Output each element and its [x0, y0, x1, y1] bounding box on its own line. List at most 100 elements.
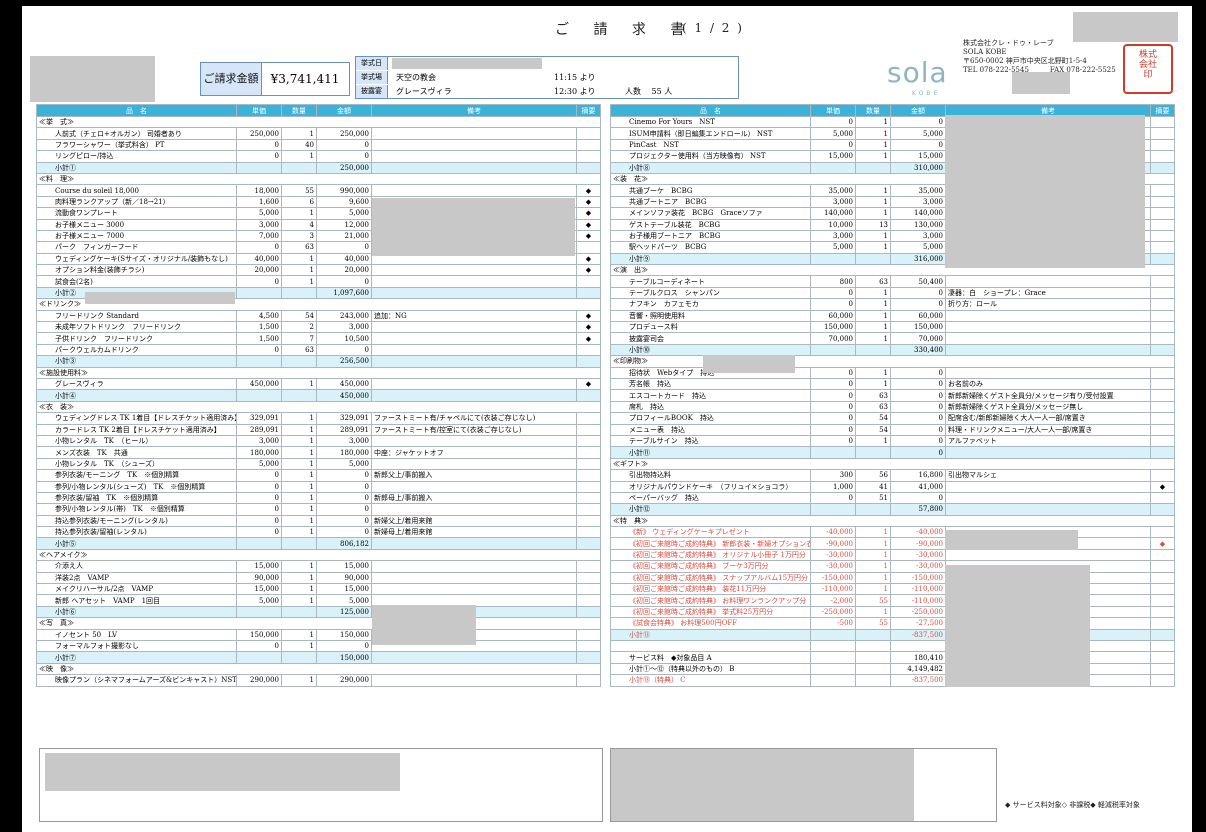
table-row: ウェディングドレス TK 1着目【ドレスチケット適用済み】 329,091 1 329… — [36, 412, 601, 425]
table-cell: 0 — [236, 503, 282, 516]
table-cell — [576, 138, 601, 152]
table-cell — [810, 446, 856, 459]
table-cell — [855, 355, 891, 368]
table-cell: ◆ — [576, 264, 601, 277]
table-cell: 1 — [281, 503, 317, 516]
table-cell: 1 — [281, 469, 317, 482]
table-cell — [1150, 400, 1175, 414]
table-cell: 小計⑪ — [610, 446, 811, 459]
table-cell: ◆ — [576, 184, 601, 197]
table-header-row: 品 名単価 数量 金額 備考 摘要 — [610, 104, 1175, 117]
table-row: ナフキン カフェモカ 0 1 0 折り方：ロール — [610, 298, 1175, 311]
table-cell: 追加：NG — [371, 309, 577, 323]
table-cell: 0 — [890, 491, 946, 505]
table-cell — [576, 651, 601, 664]
table-cell: プロフィールBOOK 持込 — [610, 412, 811, 425]
table-cell — [1150, 150, 1175, 163]
table-cell: -30,000 — [810, 548, 856, 562]
table-cell: Course du soleil 18,000 — [36, 184, 237, 197]
table-cell — [281, 172, 317, 186]
table-cell: ◆ — [576, 229, 601, 243]
table-cell: 40,000 — [236, 252, 282, 266]
table-row: 《初回ご来館時ご成約特典》 挙式料25万円分 -250,000 1 -250,000 — [610, 605, 1175, 619]
table-cell — [576, 355, 601, 368]
table-cell: 3,000 — [236, 434, 282, 448]
table-cell: 小計③ — [36, 355, 237, 368]
table-row: グレースヴィラ 450,000 1 450,000 ◆ — [36, 377, 601, 391]
table-row: プロデュース料 150,000 1 150,000 — [610, 321, 1175, 334]
table-cell — [810, 651, 856, 664]
table-cell — [576, 582, 601, 596]
table-cell — [1150, 514, 1175, 528]
total-amount-box: ご請求金額 ¥3,741,411 — [200, 62, 350, 96]
table-cell — [371, 275, 577, 288]
table-cell: ≪写 真≫ — [36, 617, 237, 630]
table-cell: 0 — [316, 503, 372, 516]
table-cell: フォーマルフォト撮影なし — [36, 639, 237, 653]
table-cell: 4 — [281, 218, 317, 231]
table-cell: 5,000 — [236, 594, 282, 607]
table-cell — [371, 548, 577, 562]
table-cell — [371, 298, 577, 311]
table-cell: 未成年ソフトドリンク フリードリンク — [36, 321, 237, 334]
table-cell — [890, 355, 946, 368]
table-row: メンズ衣装 TK 共通 180,000 1 180,000 中座：ジャケットオフ — [36, 446, 601, 459]
table-cell — [371, 389, 577, 402]
table-cell: 70,000 — [890, 332, 946, 345]
table-row: オプション料金(装飾チラシ) 20,000 1 20,000 ◆ — [36, 264, 601, 277]
table-cell: 1 — [281, 446, 317, 459]
table-cell: 介添え人 — [36, 560, 237, 573]
table-cell — [576, 526, 601, 539]
table-cell: プロジェクター使用料（当方映像有） NST — [610, 150, 811, 163]
table-cell — [890, 264, 946, 277]
table-row: 介添え人 15,000 1 15,000 — [36, 560, 601, 573]
table-cell: 新郎父上/事前搬入 — [371, 469, 577, 482]
table-cell: ≪特 典≫ — [610, 514, 811, 528]
table-cell — [236, 115, 282, 129]
table-cell — [371, 480, 577, 493]
table-cell — [371, 651, 577, 664]
table-cell — [371, 537, 577, 550]
table-cell — [371, 184, 577, 197]
table-cell: 持込参列衣装/モーニング(レンタル) — [36, 514, 237, 528]
table-cell: 10,500 — [316, 332, 372, 345]
table-cell: 0 — [810, 491, 856, 505]
table-cell: 0 — [890, 286, 946, 300]
table-cell: 1 — [855, 207, 891, 220]
table-row: 持込参列衣装/留袖(レンタル) 0 1 0 新婦母上/着用来館 — [36, 526, 601, 539]
table-cell: 5,000 — [236, 207, 282, 220]
table-cell: Cinemo For Yours NST — [610, 115, 811, 129]
table-cell: 1 — [281, 526, 317, 539]
table-cell — [371, 321, 577, 334]
table-cell — [890, 639, 946, 653]
table-cell: 0 — [810, 115, 856, 129]
table-row: 小物レンタル TK （ヒール） 3,000 1 3,000 — [36, 434, 601, 448]
table-cell: 10,000 — [810, 218, 856, 231]
table-cell: ファーストミート有/控室にて(衣装ご存じなし) — [371, 423, 577, 436]
table-cell — [1150, 309, 1175, 323]
table-cell: お子様用ブートニア BCBG — [610, 229, 811, 243]
table-cell — [1150, 218, 1175, 231]
table-cell: 13 — [855, 218, 891, 231]
table-cell — [281, 651, 317, 664]
table-row: 新郎 ヘアセット VAMP 1回目 5,000 1 5,000 — [36, 594, 601, 607]
table-cell: 5,000 — [316, 594, 372, 607]
table-cell: 90,000 — [236, 571, 282, 585]
table-cell: 1 — [281, 491, 317, 505]
table-cell: 3,000 — [810, 229, 856, 243]
table-cell: 引出物マルシェ — [945, 469, 1151, 482]
table-cell: 990,000 — [316, 184, 372, 197]
table-cell — [236, 389, 282, 402]
table-cell — [945, 332, 1151, 345]
table-cell: 180,000 — [236, 446, 282, 459]
table-cell: 63 — [281, 241, 317, 254]
table-cell: グレースヴィラ — [36, 377, 237, 391]
table-cell: パーク フィンガーフード — [36, 241, 237, 254]
table-cell: 56 — [855, 469, 891, 482]
table-cell — [236, 172, 282, 186]
table-cell — [576, 480, 601, 493]
table-cell: 54 — [855, 412, 891, 425]
table-cell — [371, 400, 577, 414]
table-cell: 150,000 — [890, 321, 946, 334]
table-cell — [576, 423, 601, 436]
